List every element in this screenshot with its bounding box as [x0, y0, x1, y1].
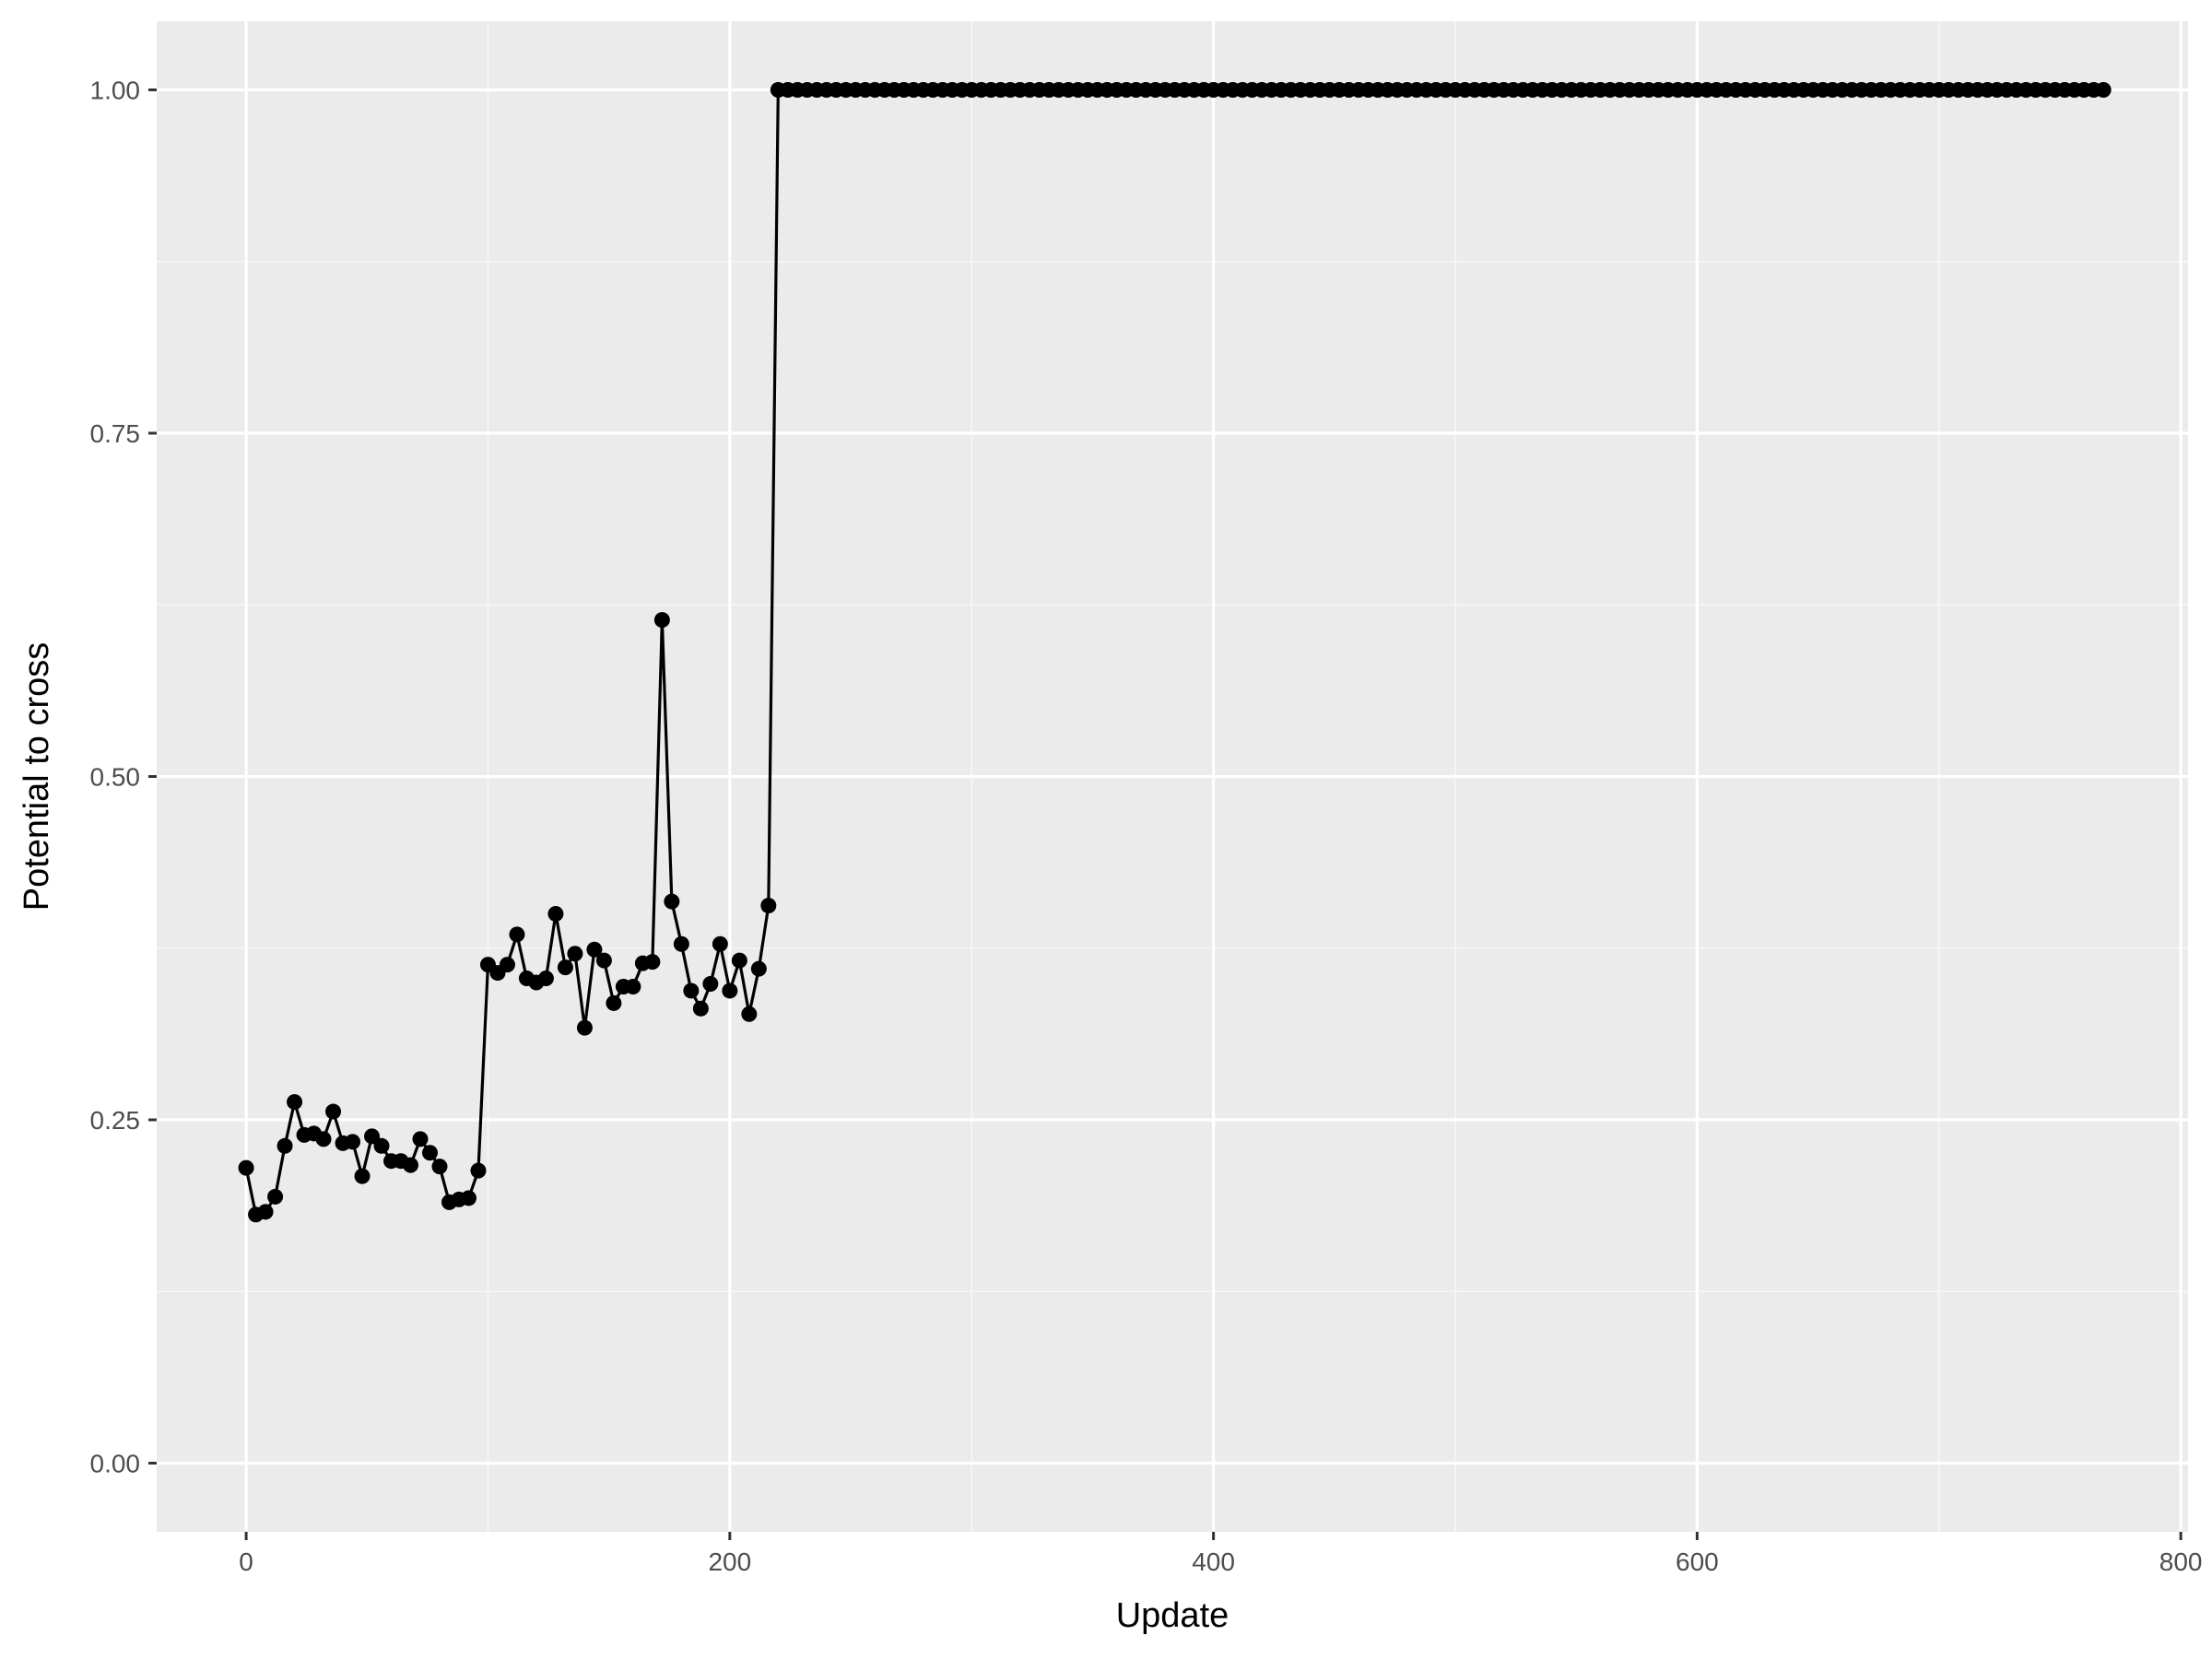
data-point — [287, 1094, 303, 1111]
x-tick-label: 0 — [239, 1547, 253, 1576]
data-point — [557, 959, 573, 976]
data-point — [576, 1019, 593, 1036]
data-point — [2095, 82, 2112, 98]
x-axis-title: Update — [1116, 1596, 1230, 1635]
y-tick-label: 1.00 — [90, 76, 141, 105]
data-point — [460, 1190, 477, 1206]
data-point — [595, 952, 612, 969]
series-layer — [238, 82, 2112, 1223]
data-point — [354, 1168, 371, 1184]
y-tick-label: 0.75 — [90, 419, 141, 448]
data-point — [547, 906, 564, 922]
data-point — [653, 612, 670, 629]
data-point — [760, 898, 777, 914]
data-point — [364, 1128, 381, 1145]
data-point — [567, 946, 583, 962]
data-point — [683, 982, 700, 999]
data-point — [373, 1137, 390, 1154]
data-point — [421, 1145, 438, 1161]
y-tick-label: 0.00 — [90, 1450, 141, 1478]
data-point — [625, 978, 641, 994]
data-point — [412, 1131, 429, 1147]
data-point — [741, 1006, 758, 1022]
data-point — [267, 1188, 284, 1205]
y-tick-label: 0.25 — [90, 1106, 141, 1135]
data-point — [345, 1134, 361, 1150]
x-tick-label: 600 — [1676, 1547, 1719, 1576]
data-point — [722, 982, 738, 999]
data-point — [257, 1204, 274, 1220]
data-point — [499, 957, 515, 973]
data-point — [692, 1000, 709, 1017]
x-tick-label: 800 — [2159, 1547, 2203, 1576]
data-point — [238, 1159, 254, 1176]
data-point — [509, 926, 525, 943]
y-axis-title: Potential to cross — [18, 642, 56, 911]
data-point — [315, 1131, 332, 1147]
data-point — [537, 971, 554, 987]
y-tick-label: 0.50 — [90, 763, 141, 792]
data-point — [606, 994, 622, 1011]
data-point — [276, 1137, 293, 1154]
data-point — [431, 1159, 448, 1175]
data-point — [702, 975, 719, 992]
data-point — [470, 1162, 487, 1179]
data-point — [403, 1157, 418, 1173]
tick-labels: 0 200 400 600 800 0.00 0.25 0.50 0.75 1.00 — [90, 76, 2203, 1577]
data-point — [750, 960, 767, 977]
data-point — [712, 935, 728, 952]
data-point — [644, 954, 661, 971]
data-point — [731, 952, 747, 969]
axis-ticks — [148, 88, 2183, 1540]
x-tick-label: 400 — [1192, 1547, 1235, 1576]
data-point — [673, 935, 689, 952]
data-point — [664, 893, 680, 910]
x-tick-label: 200 — [708, 1547, 751, 1576]
major-gridlines — [157, 21, 2188, 1532]
data-point — [586, 941, 603, 958]
data-point — [325, 1103, 342, 1120]
